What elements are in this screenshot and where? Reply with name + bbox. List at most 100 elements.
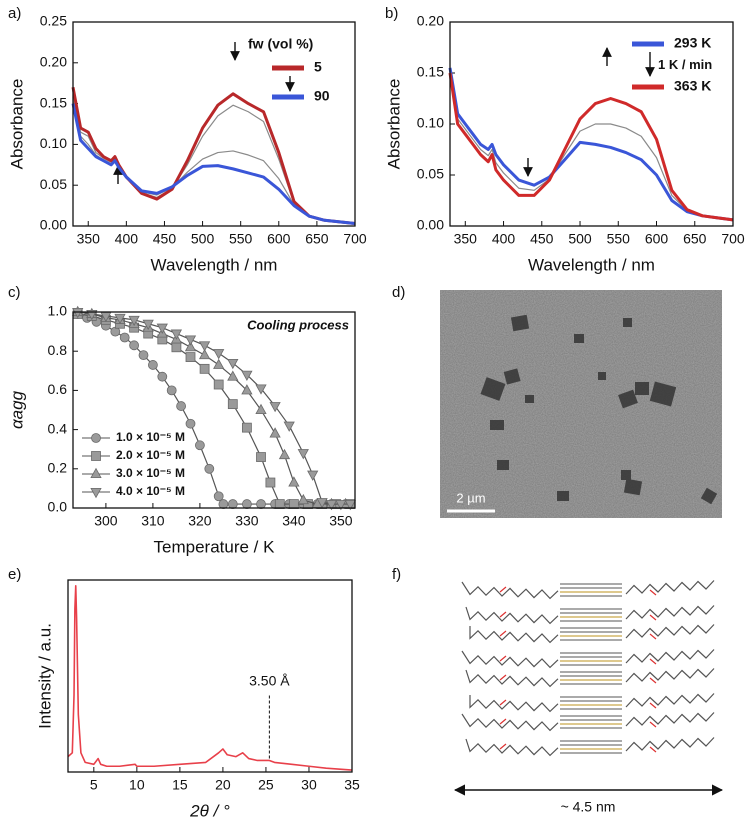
data-point [288, 499, 299, 509]
data-point [265, 477, 276, 488]
alkyl-chain [461, 650, 559, 669]
x-tick-label: 600 [267, 231, 291, 247]
data-point [283, 421, 295, 432]
scale-bar-label: 2 µm [456, 490, 485, 505]
alkyl-chain [625, 668, 715, 683]
annotation: 3.50 Å [249, 672, 290, 688]
x-axis-label: Wavelength / nm [528, 255, 655, 274]
data-point [241, 499, 252, 509]
data-point [142, 319, 154, 330]
y-axis-label: Absorbance [384, 79, 403, 170]
x-tick-label: 550 [229, 231, 253, 247]
data-point [171, 342, 182, 353]
alkyl-chain [469, 695, 559, 713]
y-tick-label: 0.10 [417, 115, 444, 131]
panel-label: b) [385, 5, 398, 22]
data-point [213, 358, 225, 369]
y-tick-label: 0.00 [40, 217, 67, 233]
data-point [269, 402, 281, 413]
data-point [325, 500, 338, 511]
series-line [77, 311, 351, 505]
data-point [335, 500, 347, 511]
y-axis-label: Absorbance [7, 79, 26, 170]
y-tick-label: 0.25 [40, 13, 67, 29]
alkyl-chain [625, 737, 715, 752]
data-point [198, 341, 211, 352]
x-tick-label: 5 [90, 777, 98, 793]
data-point [213, 349, 225, 360]
plot-frame [72, 311, 356, 509]
x-tick-label: 300 [94, 513, 118, 529]
y-tick-label: 0.2 [48, 460, 68, 476]
data-point [316, 498, 328, 509]
data-point [199, 363, 210, 374]
x-tick-label: 340 [282, 513, 306, 529]
legend-marker [91, 451, 101, 461]
legend-marker [90, 488, 102, 499]
x-tick-label: 500 [568, 231, 592, 247]
alkyl-chain [625, 693, 715, 708]
ester [499, 611, 657, 621]
panel-label: d) [392, 284, 405, 301]
data-point [297, 493, 309, 505]
alkyl-chain [461, 581, 559, 600]
data-point [288, 476, 300, 487]
data-point [72, 308, 84, 319]
x-tick-label: 500 [191, 231, 215, 247]
x-tick-label: 600 [645, 231, 669, 247]
y-tick-label: 0.10 [40, 135, 67, 151]
x-tick-label: 35 [344, 777, 360, 793]
data-point [274, 499, 285, 509]
data-point [256, 452, 266, 462]
ester [499, 586, 657, 596]
x-axis-label: 2θ / ° [189, 801, 230, 817]
panel-label: e) [8, 566, 21, 583]
y-tick-label: 0.20 [417, 13, 444, 29]
annotation: Cooling process [247, 317, 349, 332]
data-point [255, 403, 267, 414]
y-axis-label: Intensity / a.u. [35, 623, 54, 729]
x-tick-label: 330 [235, 513, 259, 529]
data-point [213, 379, 224, 390]
series-line [71, 87, 356, 226]
legend-label: 1.0 × 10⁻⁵ M [116, 430, 185, 444]
y-tick-label: 1.0 [48, 303, 68, 319]
plot-frame [449, 21, 734, 227]
alkyl-chain [625, 712, 715, 727]
legend-label: 3.0 × 10⁻⁵ M [116, 466, 185, 480]
alkyl-chain [625, 649, 715, 664]
y-tick-label: 0.05 [417, 166, 444, 182]
x-axis-label: Temperature / K [154, 537, 276, 556]
x-tick-label: 350 [77, 231, 101, 247]
panel-label: c) [8, 284, 21, 301]
data-point [344, 500, 356, 511]
data-point [278, 448, 291, 460]
legend-label: 4.0 × 10⁻⁵ M [116, 484, 185, 498]
ester [499, 674, 657, 684]
ester [499, 699, 657, 709]
data-point [119, 332, 130, 343]
y-tick-label: 0.20 [40, 54, 67, 70]
data-point [227, 399, 238, 410]
alkyl-chain [625, 580, 715, 595]
data-point [184, 335, 197, 346]
data-point [166, 385, 177, 396]
y-tick-label: 0.00 [417, 217, 444, 233]
series-line [71, 103, 356, 226]
data-point [213, 491, 224, 502]
data-point [204, 463, 215, 474]
ester [499, 630, 657, 640]
x-tick-label: 450 [153, 231, 177, 247]
data-point [114, 313, 126, 325]
data-point [147, 360, 158, 370]
panel-label: a) [8, 5, 21, 22]
alkyl-chain [469, 626, 559, 644]
data-point [129, 340, 140, 351]
x-tick-label: 700 [721, 231, 745, 247]
y-tick-label: 0.8 [48, 342, 68, 358]
alkyl-chain [625, 624, 715, 639]
data-point [185, 352, 196, 362]
x-tick-label: 400 [492, 231, 516, 247]
legend-label: 2.0 × 10⁻⁵ M [116, 448, 185, 462]
